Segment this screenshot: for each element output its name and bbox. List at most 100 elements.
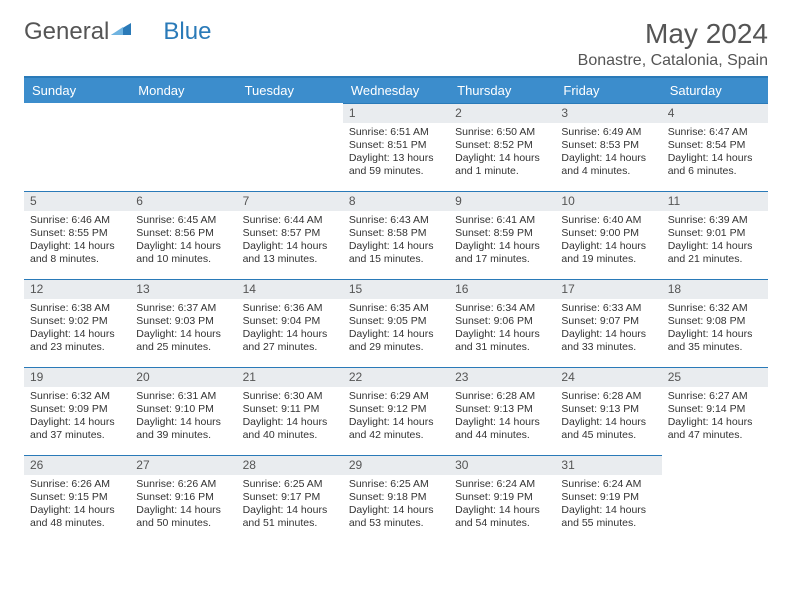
day-number: 5 (24, 191, 130, 211)
sunset-line: Sunset: 9:14 PM (668, 403, 762, 416)
sunset-line: Sunset: 8:54 PM (668, 139, 762, 152)
logo: General Blue (24, 18, 211, 46)
calendar-cell (237, 103, 343, 191)
day-number: 16 (449, 279, 555, 299)
sunset-line: Sunset: 9:13 PM (561, 403, 655, 416)
calendar-cell: 13Sunrise: 6:37 AMSunset: 9:03 PMDayligh… (130, 279, 236, 367)
day-content: Sunrise: 6:30 AMSunset: 9:11 PMDaylight:… (237, 387, 343, 447)
daylight-line: Daylight: 14 hours and 17 minutes. (455, 240, 549, 266)
day-number: 24 (555, 367, 661, 387)
calendar-cell: 28 Sunrise: 6:25 AMSunset: 9:17 PMDayligh… (237, 455, 343, 543)
day-content: Sunrise: 6:37 AMSunset: 9:03 PMDaylight:… (130, 299, 236, 359)
weekday-header: Wednesday (343, 78, 449, 103)
calendar-cell: 9Sunrise: 6:41 AMSunset: 8:59 PMDaylight… (449, 191, 555, 279)
calendar-cell: 14Sunrise: 6:36 AMSunset: 9:04 PMDayligh… (237, 279, 343, 367)
daylight-line: Daylight: 14 hours and 8 minutes. (30, 240, 124, 266)
calendar-cell: 25Sunrise: 6:27 AMSunset: 9:14 PMDayligh… (662, 367, 768, 455)
day-number: 11 (662, 191, 768, 211)
day-number: 21 (237, 367, 343, 387)
sunrise-line: Sunrise: 6:26 AM (30, 478, 124, 491)
sunset-line: Sunset: 9:19 PM (455, 491, 549, 504)
sunset-line: Sunset: 9:17 PM (243, 491, 337, 504)
sunrise-line: Sunrise: 6:38 AM (30, 302, 124, 315)
day-number: 12 (24, 279, 130, 299)
daylight-line: Daylight: 14 hours and 25 minutes. (136, 328, 230, 354)
day-number: 10 (555, 191, 661, 211)
sunrise-line: Sunrise: 6:44 AM (243, 214, 337, 227)
day-number: 22 (343, 367, 449, 387)
sunrise-line: Sunrise: 6:33 AM (561, 302, 655, 315)
daylight-line: Daylight: 14 hours and 42 minutes. (349, 416, 443, 442)
sunrise-line: Sunrise: 6:37 AM (136, 302, 230, 315)
location: Bonastre, Catalonia, Spain (578, 52, 768, 70)
calendar-cell (130, 103, 236, 191)
calendar-cell: 27Sunrise: 6:26 AMSunset: 9:16 PMDayligh… (130, 455, 236, 543)
sunset-line: Sunset: 9:05 PM (349, 315, 443, 328)
day-content: Sunrise: 6:36 AMSunset: 9:04 PMDaylight:… (237, 299, 343, 359)
daylight-line: Daylight: 14 hours and 44 minutes. (455, 416, 549, 442)
daylight-line: Daylight: 14 hours and 51 minutes. (243, 504, 337, 530)
calendar-cell: 31Sunrise: 6:24 AMSunset: 9:19 PMDayligh… (555, 455, 661, 543)
day-content: Sunrise: 6:38 AMSunset: 9:02 PMDaylight:… (24, 299, 130, 359)
sunset-line: Sunset: 9:15 PM (30, 491, 124, 504)
day-number: 17 (555, 279, 661, 299)
day-content: Sunrise: 6:28 AMSunset: 9:13 PMDaylight:… (449, 387, 555, 447)
daylight-line: Daylight: 14 hours and 47 minutes. (668, 416, 762, 442)
sunrise-line: Sunrise: 6:30 AM (243, 390, 337, 403)
day-content: Sunrise: 6:34 AMSunset: 9:06 PMDaylight:… (449, 299, 555, 359)
day-number: 28 (237, 455, 343, 475)
calendar-cell: 16Sunrise: 6:34 AMSunset: 9:06 PMDayligh… (449, 279, 555, 367)
sunset-line: Sunset: 9:02 PM (30, 315, 124, 328)
sunrise-line: Sunrise: 6:28 AM (455, 390, 549, 403)
calendar-cell: 17Sunrise: 6:33 AMSunset: 9:07 PMDayligh… (555, 279, 661, 367)
daylight-line: Daylight: 14 hours and 48 minutes. (30, 504, 124, 530)
day-content: Sunrise: 6:29 AMSunset: 9:12 PMDaylight:… (343, 387, 449, 447)
sunrise-line: Sunrise: 6:35 AM (349, 302, 443, 315)
day-number: 6 (130, 191, 236, 211)
calendar-cell: 3Sunrise: 6:49 AMSunset: 8:53 PMDaylight… (555, 103, 661, 191)
daylight-line: Daylight: 14 hours and 35 minutes. (668, 328, 762, 354)
day-content: Sunrise: 6:28 AMSunset: 9:13 PMDaylight:… (555, 387, 661, 447)
sunrise-line: Sunrise: 6:24 AM (561, 478, 655, 491)
day-content: Sunrise: 6:50 AMSunset: 8:52 PMDaylight:… (449, 123, 555, 183)
sunrise-line: Sunrise: 6:25 AM (243, 478, 337, 491)
daylight-line: Daylight: 14 hours and 45 minutes. (561, 416, 655, 442)
calendar-cell: 12Sunrise: 6:38 AMSunset: 9:02 PMDayligh… (24, 279, 130, 367)
logo-text-1: General (24, 18, 109, 46)
calendar-cell: 6Sunrise: 6:45 AMSunset: 8:56 PMDaylight… (130, 191, 236, 279)
sunset-line: Sunset: 9:06 PM (455, 315, 549, 328)
day-content: Sunrise: 6:32 AMSunset: 9:08 PMDaylight:… (662, 299, 768, 359)
sunrise-line: Sunrise: 6:32 AM (668, 302, 762, 315)
calendar-cell: 11Sunrise: 6:39 AMSunset: 9:01 PMDayligh… (662, 191, 768, 279)
calendar-cell: 30Sunrise: 6:24 AMSunset: 9:19 PMDayligh… (449, 455, 555, 543)
sunrise-line: Sunrise: 6:46 AM (30, 214, 124, 227)
calendar-cell: 29Sunrise: 6:25 AMSunset: 9:18 PMDayligh… (343, 455, 449, 543)
day-number: 20 (130, 367, 236, 387)
sunset-line: Sunset: 9:13 PM (455, 403, 549, 416)
weekday-header: Friday (555, 78, 661, 103)
calendar-row: 1Sunrise: 6:51 AMSunset: 8:51 PMDaylight… (24, 103, 768, 191)
daylight-line: Daylight: 14 hours and 39 minutes. (136, 416, 230, 442)
month-title: May 2024 (578, 18, 768, 50)
day-number: 29 (343, 455, 449, 475)
calendar-cell: 22Sunrise: 6:29 AMSunset: 9:12 PMDayligh… (343, 367, 449, 455)
day-content: Sunrise: 6:39 AMSunset: 9:01 PMDaylight:… (662, 211, 768, 271)
daylight-line: Daylight: 14 hours and 27 minutes. (243, 328, 337, 354)
sunset-line: Sunset: 8:55 PM (30, 227, 124, 240)
day-content: Sunrise: 6:45 AMSunset: 8:56 PMDaylight:… (130, 211, 236, 271)
sunrise-line: Sunrise: 6:45 AM (136, 214, 230, 227)
header: General Blue May 2024 Bonastre, Cataloni… (24, 18, 768, 70)
calendar-row: 12Sunrise: 6:38 AMSunset: 9:02 PMDayligh… (24, 279, 768, 367)
daylight-line: Daylight: 14 hours and 15 minutes. (349, 240, 443, 266)
sunrise-line: Sunrise: 6:41 AM (455, 214, 549, 227)
calendar-cell: 1Sunrise: 6:51 AMSunset: 8:51 PMDaylight… (343, 103, 449, 191)
day-number: 3 (555, 103, 661, 123)
daylight-line: Daylight: 14 hours and 13 minutes. (243, 240, 337, 266)
daylight-line: Daylight: 14 hours and 31 minutes. (455, 328, 549, 354)
day-number: 9 (449, 191, 555, 211)
calendar-cell: 4Sunrise: 6:47 AMSunset: 8:54 PMDaylight… (662, 103, 768, 191)
day-content: Sunrise: 6:24 AMSunset: 9:19 PMDaylight:… (555, 475, 661, 535)
calendar-cell: 18Sunrise: 6:32 AMSunset: 9:08 PMDayligh… (662, 279, 768, 367)
title-block: May 2024 Bonastre, Catalonia, Spain (578, 18, 768, 70)
sunset-line: Sunset: 8:53 PM (561, 139, 655, 152)
